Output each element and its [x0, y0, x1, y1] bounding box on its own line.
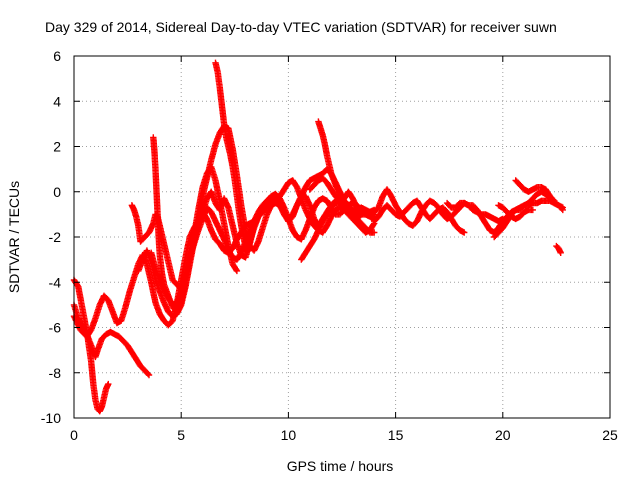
y-tick-label: 4 — [53, 93, 61, 109]
series-trace-f — [150, 134, 241, 315]
data-point — [550, 196, 557, 203]
grid — [74, 56, 610, 418]
series-trace-r — [512, 177, 558, 204]
y-tick-label: -6 — [49, 320, 62, 336]
data-point — [105, 380, 112, 388]
data-point — [371, 229, 378, 236]
x-tick-label: 5 — [177, 427, 185, 443]
series-trace-a — [70, 276, 112, 415]
y-tick-label: -10 — [41, 410, 61, 426]
axis-ticks: 0 5 10 15 20 25 -10 -8 -6 -4 -2 0 2 4 6 — [41, 48, 618, 443]
y-tick-label: -4 — [49, 274, 62, 290]
series-trace-s — [553, 242, 564, 256]
x-tick-label: 25 — [602, 427, 618, 443]
data-point — [353, 204, 361, 211]
series-trace-l — [306, 175, 361, 211]
x-tick-label: 15 — [388, 427, 404, 443]
data-point — [557, 249, 564, 256]
x-tick-label: 10 — [281, 427, 297, 443]
data-point — [559, 204, 566, 211]
data-point — [551, 197, 558, 204]
x-tick-label: 0 — [70, 427, 78, 443]
y-tick-label: -2 — [49, 229, 62, 245]
data-point — [529, 206, 536, 214]
y-axis-label: SDTVAR / TECUs — [6, 181, 22, 293]
series-trace-h — [212, 59, 253, 254]
series-trace-j — [315, 118, 378, 218]
y-tick-label: -8 — [49, 365, 62, 381]
x-tick-label: 20 — [495, 427, 511, 443]
data-point — [144, 370, 152, 378]
chart-title: Day 329 of 2014, Sidereal Day-to-day VTE… — [45, 19, 557, 35]
y-tick-label: 2 — [53, 139, 61, 155]
x-axis-label: GPS time / hours — [287, 458, 394, 474]
data-points — [70, 59, 566, 415]
data-point — [233, 267, 241, 275]
data-point — [461, 229, 468, 236]
data-point — [370, 221, 377, 228]
data-point — [145, 371, 153, 379]
y-tick-label: 6 — [53, 48, 61, 64]
series-trace-q — [495, 202, 536, 223]
series-trace-k — [298, 199, 378, 263]
y-tick-label: 0 — [53, 184, 61, 200]
